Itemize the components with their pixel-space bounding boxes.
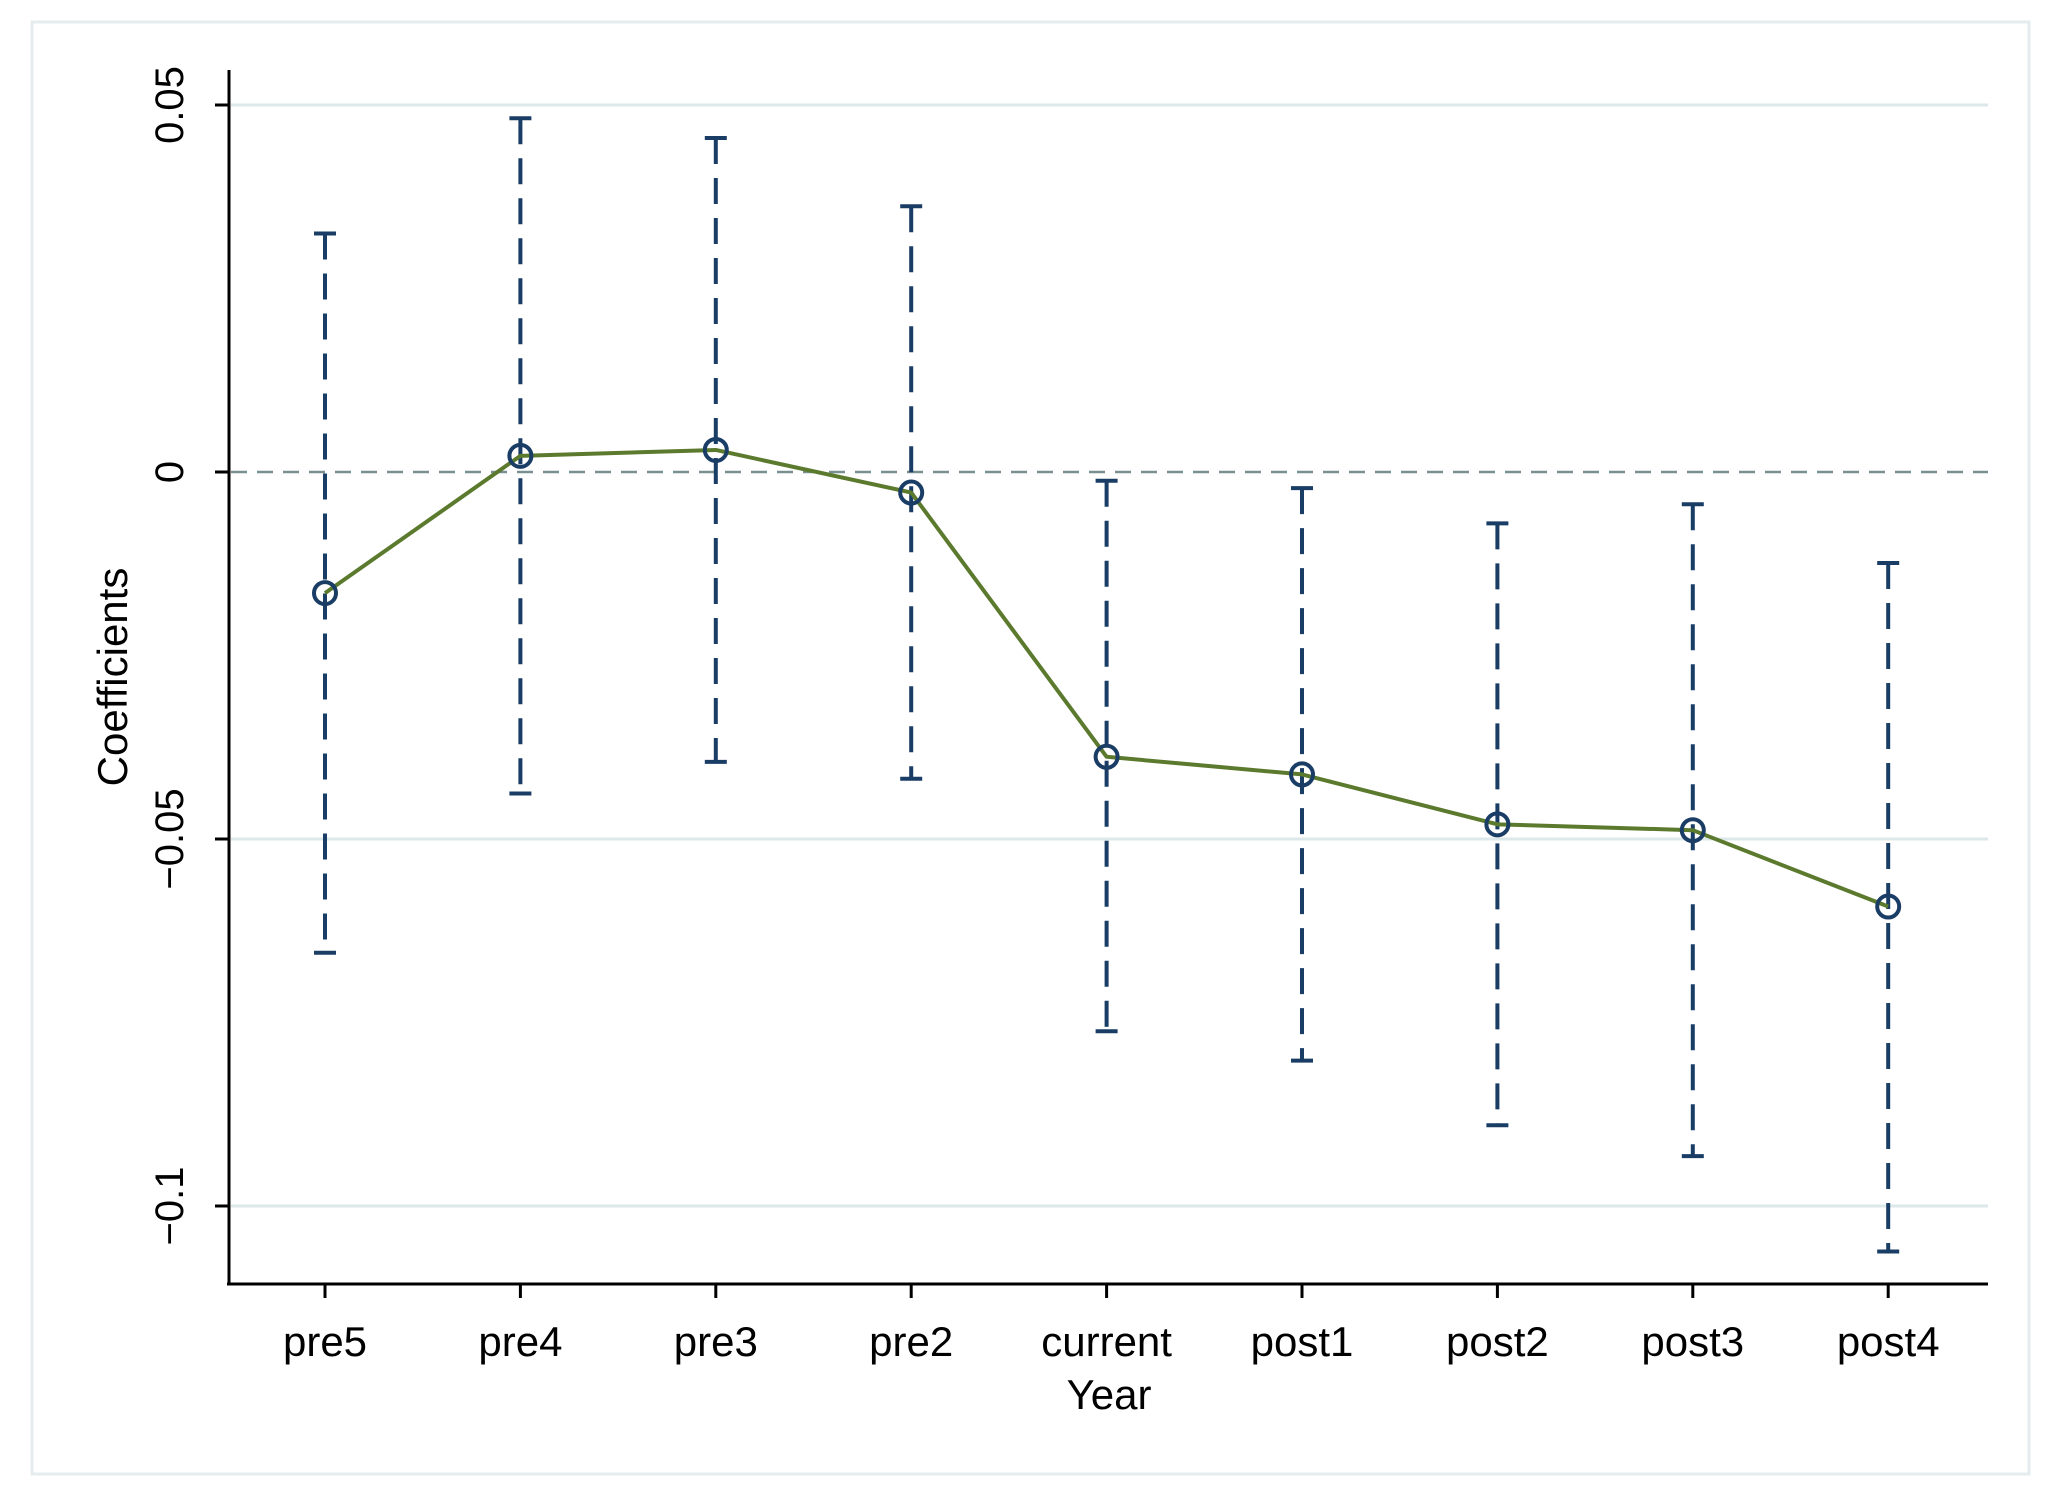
y-ticks: 0.05 0 −0.05 −0.1: [148, 66, 229, 1245]
x-tick-label: post4: [1837, 1318, 1940, 1365]
data-point: [1484, 811, 1511, 838]
data-point: [312, 580, 338, 607]
series-line: [323, 447, 1889, 909]
x-tick-label: post1: [1251, 1318, 1354, 1365]
data-point: [1093, 743, 1120, 770]
y-axis-label: Coefficients: [89, 568, 136, 787]
x-tick-label: post2: [1446, 1318, 1549, 1365]
y-tick-label: −0.1: [148, 1167, 192, 1246]
outer-frame: [30, 20, 2031, 1476]
y-tick-label: −0.05: [148, 788, 192, 889]
series-line-layer: [323, 447, 1889, 909]
x-tick-label: pre4: [478, 1318, 562, 1365]
markers: [312, 436, 1902, 920]
data-point: [1289, 761, 1315, 788]
x-tick-label: pre5: [283, 1318, 367, 1365]
x-tick-label: current: [1041, 1318, 1172, 1365]
x-tick-label: pre3: [674, 1318, 758, 1365]
data-point: [702, 436, 729, 463]
data-point: [507, 442, 534, 469]
data-point: [1679, 817, 1706, 844]
data-point: [898, 479, 925, 506]
y-tick-label: 0.05: [148, 66, 192, 144]
x-tick-label: post3: [1641, 1318, 1744, 1365]
y-tick-label: 0: [148, 461, 192, 483]
x-tick-label: pre2: [869, 1318, 953, 1365]
x-axis-label: Year: [1067, 1371, 1152, 1418]
x-ticks: pre5 pre4 pre3 pre2 current post1 post2 post3 po…: [283, 1284, 1940, 1365]
data-point: [1875, 893, 1902, 920]
